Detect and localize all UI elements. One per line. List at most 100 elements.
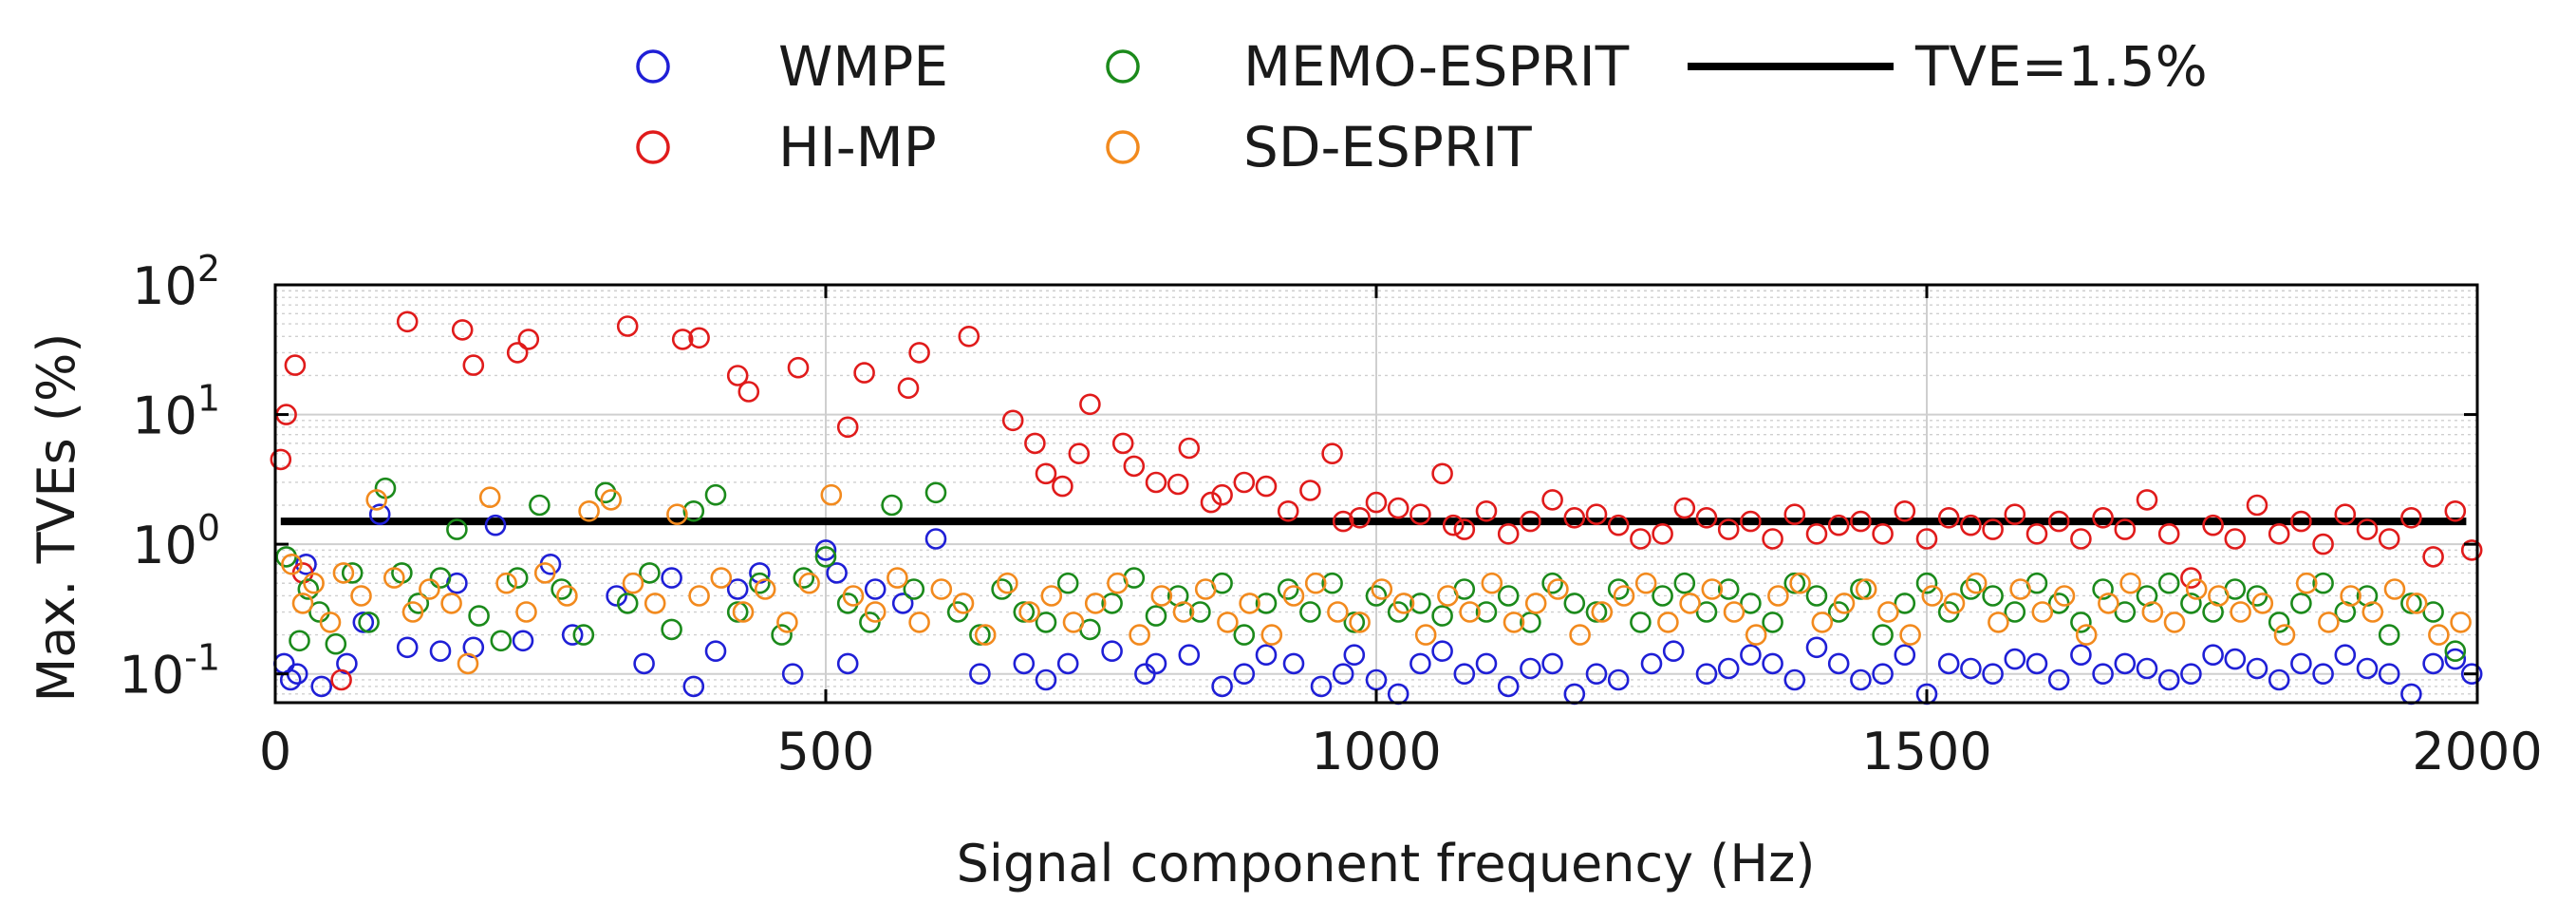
point-memo-esprit-99: [2378, 624, 2400, 646]
x-tick-label-2000: 2000: [2412, 722, 2542, 781]
point-sd-esprit-3: [319, 612, 342, 633]
point-memo-esprit-80: [1960, 578, 1982, 600]
legend-item-wmpe: WMPE: [636, 34, 948, 99]
point-wmpe-90: [2378, 663, 2400, 686]
point-sd-esprit-101: [2428, 624, 2450, 646]
point-memo-esprit-17: [572, 624, 595, 646]
x-tick-labels: 0 500 1000 1500 2000: [259, 722, 2543, 781]
point-memo-esprit-53: [1365, 585, 1388, 607]
point-sd-esprit-32: [908, 612, 930, 633]
point-memo-esprit-102: [2444, 640, 2467, 663]
point-wmpe-80: [2157, 668, 2180, 691]
point-hi-mp-25: [1068, 442, 1091, 465]
point-hi-mp-90: [2422, 546, 2444, 568]
point-sd-esprit-90: [2185, 578, 2208, 600]
x-axis-label: Signal component frequency (Hz): [957, 834, 1816, 894]
point-memo-esprit-70: [1740, 593, 1762, 614]
point-hi-mp-91: [2444, 499, 2467, 522]
x-tick-label-0: 0: [259, 722, 291, 781]
point-hi-mp-15: [787, 356, 810, 379]
point-hi-mp-31: [1178, 437, 1201, 460]
point-memo-esprit-62: [1563, 593, 1586, 614]
point-wmpe-24: [814, 539, 837, 561]
point-sd-esprit-27: [798, 572, 820, 594]
point-sd-esprit-73: [1811, 612, 1834, 633]
point-memo-esprit-96: [2312, 572, 2334, 594]
point-sd-esprit-39: [1062, 612, 1085, 633]
point-hi-mp-51: [1563, 506, 1586, 529]
point-sd-esprit-64: [1613, 585, 1635, 607]
point-hi-mp-21: [1001, 409, 1024, 432]
point-sd-esprit-95: [2295, 572, 2318, 594]
point-memo-esprit-63: [1585, 601, 1608, 623]
point-wmpe-79: [2136, 657, 2158, 680]
point-hi-mp-82: [2246, 494, 2268, 517]
point-sd-esprit-91: [2208, 585, 2230, 607]
point-memo-esprit-73: [1805, 585, 1828, 607]
legend-label-sd-esprit: SD-ESPRIT: [1243, 115, 1532, 179]
point-memo-esprit-59: [1497, 585, 1520, 607]
point-sd-esprit-61: [1547, 578, 1569, 600]
point-wmpe-48: [1431, 640, 1453, 663]
point-wmpe-93: [2444, 648, 2467, 670]
point-hi-mp-26: [1079, 393, 1101, 416]
point-sd-esprit-79: [1943, 593, 1966, 614]
point-sd-esprit-12: [478, 486, 501, 509]
point-hi-mp-86: [2334, 503, 2357, 526]
point-memo-esprit-22: [682, 499, 705, 522]
point-wmpe-32: [1035, 668, 1057, 691]
point-memo-esprit-27: [793, 567, 815, 589]
point-sd-esprit-4: [332, 562, 355, 584]
point-hi-mp-52: [1585, 503, 1608, 526]
point-memo-esprit-66: [1652, 585, 1673, 607]
point-sd-esprit-98: [2361, 601, 2384, 623]
point-wmpe-31: [1013, 652, 1036, 675]
point-hi-mp-44: [1431, 462, 1453, 485]
point-hi-mp-5: [396, 310, 419, 333]
point-wmpe-60: [1717, 657, 1740, 680]
point-wmpe-41: [1282, 652, 1305, 675]
point-memo-esprit-85: [2070, 612, 2092, 633]
legend-label-reference: TVE=1.5%: [1914, 34, 2208, 99]
point-memo-esprit-69: [1717, 578, 1740, 600]
point-sd-esprit-7: [383, 567, 405, 589]
point-hi-mp-66: [1894, 499, 1916, 522]
point-memo-esprit-24: [726, 601, 749, 623]
point-sd-esprit-44: [1172, 601, 1195, 623]
point-sd-esprit-55: [1414, 624, 1437, 646]
point-memo-esprit-81: [1982, 585, 2004, 607]
point-sd-esprit-69: [1723, 601, 1745, 623]
point-memo-esprit-39: [1056, 572, 1079, 594]
point-hi-mp-27: [1111, 432, 1134, 455]
point-hi-mp-12: [688, 327, 710, 349]
point-memo-esprit-72: [1783, 572, 1806, 594]
point-wmpe-77: [2092, 663, 2114, 686]
point-memo-esprit-5: [341, 562, 364, 584]
point-hi-mp-37: [1299, 480, 1321, 501]
legend-item-memo-esprit: MEMO-ESPRIT: [1106, 34, 1630, 99]
point-memo-esprit-64: [1607, 578, 1630, 600]
point-sd-esprit-9: [419, 578, 440, 600]
point-memo-esprit-71: [1762, 612, 1783, 633]
point-sd-esprit-67: [1679, 593, 1701, 614]
point-sd-esprit-76: [1877, 601, 1899, 623]
point-wmpe-39: [1233, 663, 1256, 686]
point-memo-esprit-78: [1915, 572, 1938, 594]
point-wmpe-88: [2334, 644, 2357, 667]
point-hi-mp-45: [1442, 514, 1465, 536]
point-sd-esprit-49: [1282, 585, 1305, 607]
point-hi-mp-35: [1255, 475, 1278, 498]
data-points: [270, 310, 2483, 706]
point-wmpe-70: [1937, 652, 1960, 675]
point-memo-esprit-100: [2400, 593, 2422, 614]
point-hi-mp-63: [1827, 514, 1850, 536]
legend-label-hi-mp: HI-MP: [778, 115, 937, 179]
point-wmpe-73: [2004, 648, 2026, 670]
point-wmpe-13: [512, 630, 534, 652]
point-hi-mp-30: [1167, 473, 1189, 496]
point-sd-esprit-5: [350, 585, 372, 607]
grid: [275, 285, 2477, 703]
point-hi-mp-77: [2136, 489, 2158, 511]
point-memo-esprit-60: [1520, 612, 1541, 633]
